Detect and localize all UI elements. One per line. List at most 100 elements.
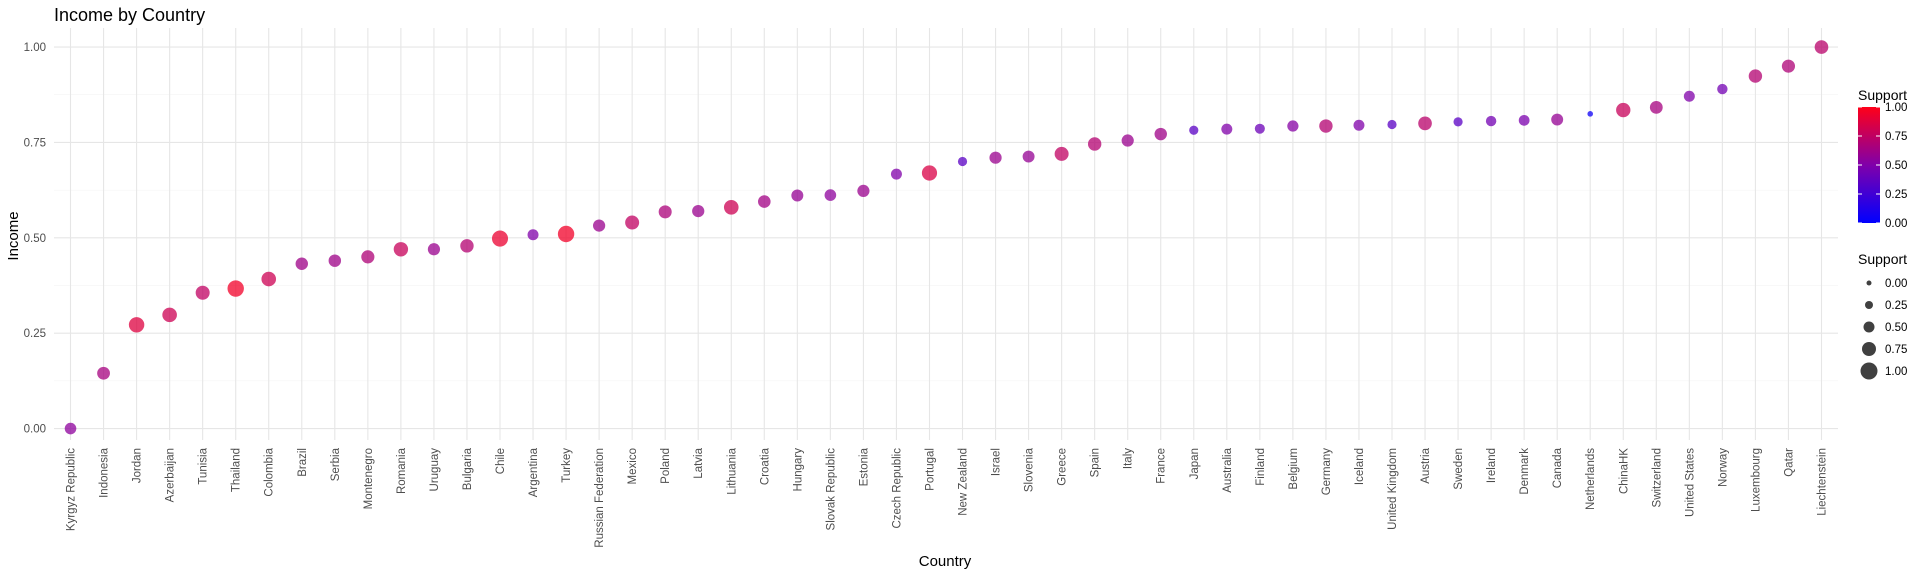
data-point [295,257,308,270]
data-point [989,151,1002,164]
data-point [1518,114,1530,126]
data-point [593,219,606,232]
color-legend-title: Support [1858,87,1907,103]
data-point [393,242,409,257]
x-tick-label: Azerbaijan [165,448,177,502]
x-tick-label: Hungary [792,448,804,492]
color-legend-label: 1.00 [1885,102,1907,114]
gridlines [54,28,1838,440]
x-tick-label: Norway [1717,448,1729,487]
y-tick-label: 0.75 [24,137,46,149]
data-point [758,195,771,208]
x-tick-label: Kyrgyz Republic [66,448,78,531]
data-point [97,366,110,380]
color-legend-label: 0.50 [1885,160,1907,172]
x-tick-label: Sweden [1453,448,1465,490]
color-legend-bar [1858,107,1880,223]
data-point [1022,150,1035,163]
x-tick-label: Austria [1420,447,1432,483]
data-point [1453,117,1463,127]
data-point [1418,116,1432,131]
size-legend-label: 1.00 [1885,366,1907,378]
data-point [1587,111,1594,117]
x-tick-label: Poland [660,448,672,484]
size-legend-key [1866,280,1872,286]
x-tick-label: Argentina [528,447,540,497]
data-points [64,40,1829,435]
x-axis-title: Country [919,553,972,570]
data-point [491,230,509,247]
data-point [1387,119,1397,130]
x-tick-label: Finland [1255,448,1267,486]
x-tick-label: Portugal [924,448,936,491]
data-point [1121,134,1134,147]
x-tick-label: Slovenia [1024,447,1036,492]
data-point [460,239,474,253]
x-tick-label: Switzerland [1651,448,1663,507]
x-tick-label: Luxembourg [1750,448,1762,512]
x-tick-label: Canada [1552,447,1564,488]
chart-title: Income by Country [54,5,205,25]
data-point [791,189,804,202]
data-point [1221,123,1233,135]
data-point [1781,59,1796,73]
x-tick-label: Brazil [297,448,309,477]
size-legend-label: 0.25 [1885,300,1907,312]
data-point [1189,125,1199,135]
data-point [1649,100,1663,114]
y-axis-title: Income [5,211,22,260]
x-tick-label: Croatia [759,447,771,485]
x-tick-label: Indonesia [99,447,111,497]
x-tick-label: Jordan [132,448,144,483]
data-point [261,271,277,287]
data-point [1717,83,1728,95]
x-tick-label: Latvia [693,447,705,478]
data-point [658,205,672,219]
size-legend-label: 0.50 [1885,322,1907,334]
x-tick-label: Israel [991,448,1003,476]
color-legend: Support 1.00 0.75 0.50 0.25 0.00 [1858,87,1907,230]
data-point [162,307,177,323]
x-tick-label: Lithuania [726,447,738,494]
data-point [527,229,539,241]
data-point [1814,40,1829,54]
x-tick-label: Mexico [627,448,639,484]
size-legend-key [1860,362,1878,380]
data-point [1551,113,1564,126]
size-legend-key [1863,321,1875,333]
x-tick-label: ChinaHK [1618,448,1630,494]
x-tick-label: Japan [1189,448,1201,479]
x-tick-label: Estonia [858,447,870,486]
data-point [1087,137,1102,151]
size-legend-key [1865,301,1873,309]
y-tick-label: 0.50 [24,233,46,245]
size-legend-label: 0.75 [1885,344,1907,356]
x-tick-label: Slovak Republic [825,448,837,531]
data-point [1485,115,1497,127]
y-axis: 0.00 0.25 0.50 0.75 1.00 [24,42,46,435]
x-tick-label: Greece [1057,448,1069,486]
data-point [1616,102,1631,118]
data-point [128,317,145,333]
y-tick-label: 0.25 [24,328,46,340]
x-tick-label: France [1156,448,1168,484]
x-tick-label: Italy [1123,448,1135,469]
x-tick-label: Iceland [1354,448,1366,485]
x-tick-label: Germany [1321,448,1333,496]
data-point [857,184,870,197]
data-point [957,156,968,167]
data-point [692,205,705,218]
x-tick-label: Tunisia [198,447,210,484]
data-point [328,254,342,267]
data-point [1254,123,1265,134]
data-point [824,189,837,201]
x-tick-label: Uruguay [429,448,441,492]
data-point [1319,119,1333,133]
y-tick-label: 1.00 [24,42,46,54]
x-tick-label: New Zealand [958,448,970,516]
data-point [625,215,640,230]
x-tick-label: Chile [495,448,507,474]
x-tick-label: Belgium [1288,448,1300,490]
x-tick-label: Netherlands [1585,448,1597,510]
